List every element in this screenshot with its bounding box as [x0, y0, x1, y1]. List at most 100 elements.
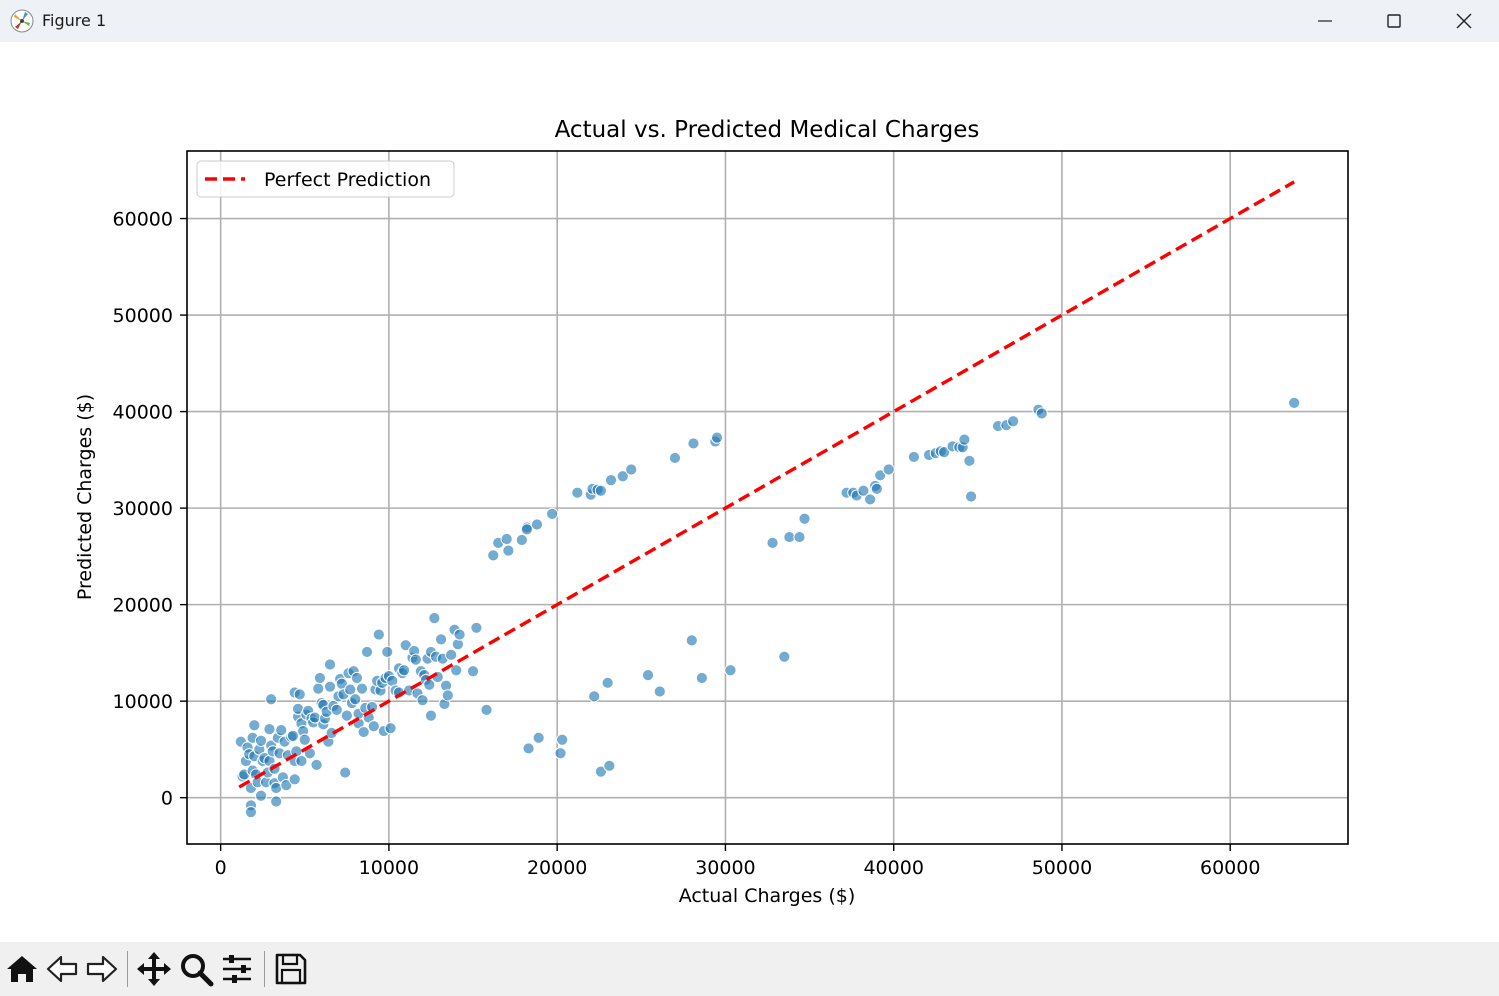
scatter-point — [870, 482, 883, 495]
scatter-point — [244, 806, 258, 819]
scatter-points — [234, 396, 1301, 819]
y-tick-label: 20000 — [113, 595, 173, 617]
x-tick-label: 50000 — [1032, 857, 1092, 879]
matplotlib-logo-icon — [10, 9, 34, 33]
minimize-button[interactable] — [1290, 0, 1360, 42]
scatter-point — [339, 766, 352, 779]
scatter-point — [441, 689, 454, 702]
scatter-point — [424, 709, 438, 722]
sliders-icon — [223, 955, 251, 983]
forward-button[interactable] — [82, 949, 122, 989]
scatter-point — [466, 665, 480, 678]
scatter-point — [310, 758, 323, 771]
scatter-point — [783, 530, 796, 544]
scatter-point — [313, 671, 327, 685]
navigation-toolbar — [0, 942, 1499, 996]
scatter-point — [554, 747, 567, 760]
scatter-point — [372, 628, 385, 641]
scatter-point — [470, 621, 483, 634]
scatter-point — [265, 693, 278, 706]
scatter-point — [409, 653, 422, 666]
save-button[interactable] — [271, 949, 311, 989]
scatter-point — [532, 731, 545, 744]
scatter-point — [357, 725, 370, 739]
scatter-point — [399, 639, 412, 652]
plot-frame — [186, 150, 1349, 845]
x-tick-label: 20000 — [527, 857, 587, 879]
scatter-point — [286, 729, 300, 742]
chart-title: Actual vs. Predicted Medical Charges — [555, 117, 980, 143]
scatter-point — [288, 773, 301, 786]
scatter-point — [594, 484, 608, 497]
scatter-point — [793, 530, 806, 544]
zoom-button[interactable] — [176, 949, 216, 989]
scatter-point — [480, 703, 493, 716]
scatter-point — [312, 682, 325, 695]
window-title: Figure 1 — [42, 11, 107, 30]
legend-label-perfect-prediction: Perfect Prediction — [264, 169, 431, 191]
configure-subplots-button[interactable] — [217, 949, 257, 989]
scatter-point — [616, 470, 629, 483]
figure-canvas[interactable]: Actual vs. Predicted Medical Charges Act… — [0, 42, 1499, 942]
scatter-point — [546, 507, 559, 521]
x-tick-label: 60000 — [1200, 857, 1260, 879]
forward-arrow-icon — [86, 955, 118, 983]
scatter-point — [298, 733, 311, 746]
scatter-point — [1007, 415, 1020, 428]
scatter-point — [710, 431, 724, 444]
close-button[interactable] — [1429, 0, 1499, 42]
scatter-point — [416, 694, 429, 707]
scatter-point — [340, 709, 353, 722]
axis-ticks: 0 10000 20000 30000 40000 50000 60000 0 10000 200… — [113, 209, 1261, 879]
back-button[interactable] — [42, 949, 82, 989]
x-tick-label: 0 — [215, 857, 227, 879]
scatter-point — [344, 683, 357, 696]
scatter-point — [938, 446, 951, 459]
scatter-point — [295, 754, 308, 768]
scatter-point — [1288, 396, 1301, 410]
scatter-point — [500, 532, 513, 546]
x-tick-label: 40000 — [863, 857, 923, 879]
floppy-disk-icon — [275, 953, 307, 985]
scatter-point — [450, 664, 463, 677]
scatter-point — [330, 703, 343, 716]
maximize-button[interactable] — [1359, 0, 1429, 42]
scatter-point — [397, 664, 411, 677]
move-icon — [137, 952, 171, 986]
scatter-point — [724, 664, 737, 677]
toolbar-separator — [127, 951, 128, 987]
y-tick-label: 10000 — [113, 691, 173, 713]
toolbar-separator — [264, 951, 265, 987]
x-tick-label: 30000 — [695, 857, 755, 879]
scatter-point — [963, 454, 976, 467]
scatter-point — [522, 742, 535, 755]
scatter-point — [270, 795, 283, 808]
pan-button[interactable] — [134, 949, 174, 989]
scatter-point — [248, 719, 261, 732]
scatter-point — [603, 759, 616, 772]
reference-line-layer — [238, 180, 1296, 789]
back-arrow-icon — [46, 955, 78, 983]
y-tick-label: 50000 — [113, 305, 173, 327]
scatter-point — [778, 650, 791, 663]
scatter-point — [323, 658, 337, 671]
legend: Perfect Prediction — [196, 160, 455, 198]
scatter-point — [355, 682, 369, 695]
scatter-point — [641, 668, 655, 682]
scatter-point — [668, 451, 682, 465]
scatter-point — [487, 549, 500, 562]
scatter-point — [556, 733, 569, 746]
scatter-point — [594, 765, 608, 778]
scatter-point — [958, 433, 971, 446]
perfect-prediction-line — [238, 180, 1296, 789]
scatter-point — [601, 676, 614, 689]
close-icon — [1456, 13, 1472, 29]
scatter-point — [428, 612, 441, 625]
y-axis-label: Predicted Charges ($) — [74, 394, 96, 600]
legend-box — [196, 160, 455, 198]
y-tick-label: 60000 — [113, 209, 173, 231]
scatter-point — [798, 512, 811, 525]
home-button[interactable] — [2, 949, 42, 989]
scatter-point — [964, 490, 978, 503]
scatter-point — [263, 723, 276, 736]
